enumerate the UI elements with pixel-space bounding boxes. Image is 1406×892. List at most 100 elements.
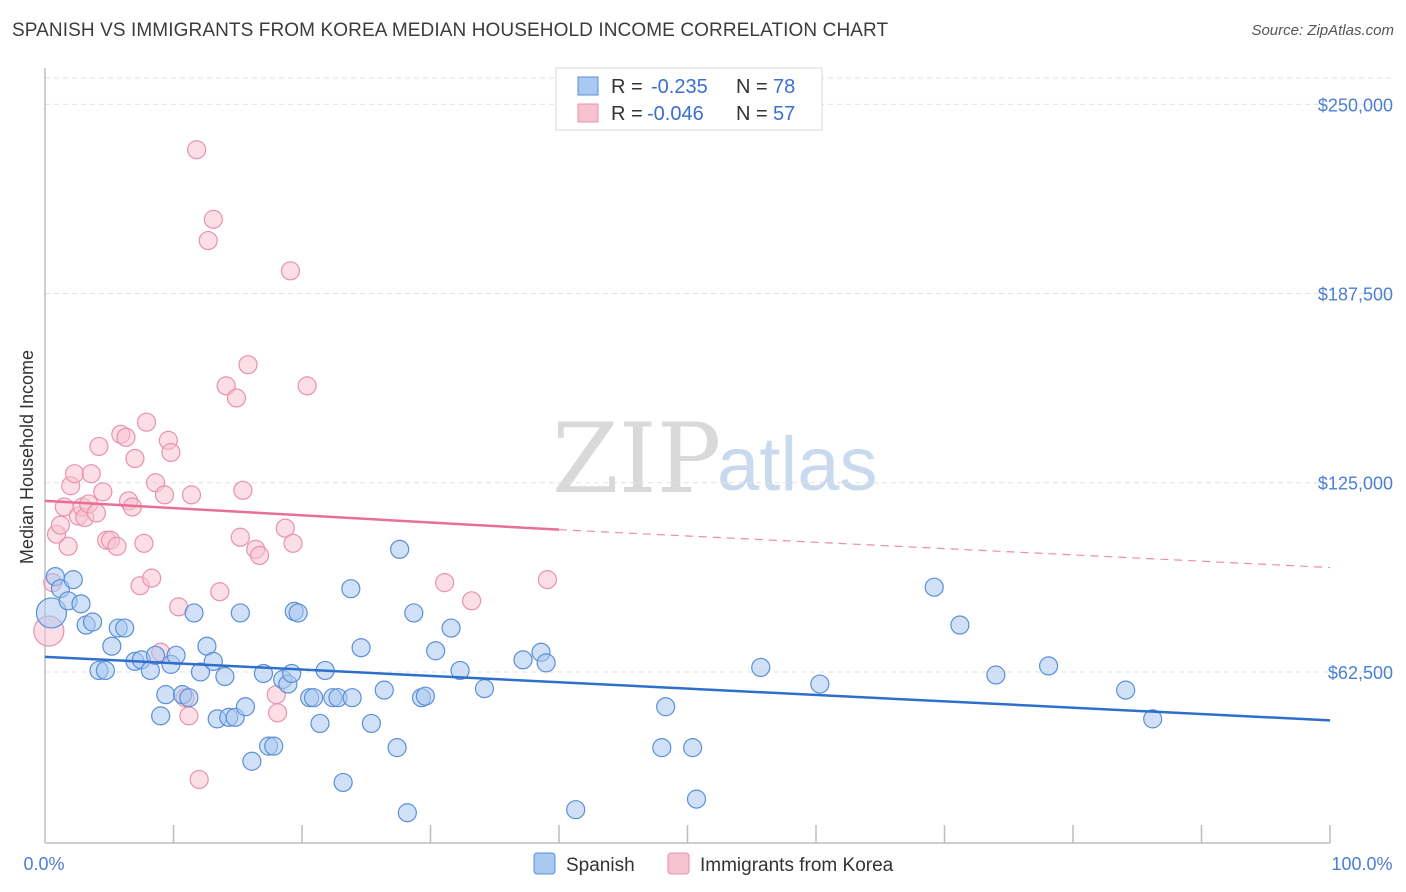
spanish-point <box>1116 680 1136 700</box>
y-tick-labels: $62,500 $125,000 $187,500 $250,000 <box>1318 95 1393 683</box>
spanish-point <box>404 603 424 623</box>
spanish-point <box>242 751 262 771</box>
spanish-point <box>179 688 199 708</box>
correlation-legend: R = -0.235 N = 78 R = -0.046 N = 57 <box>555 67 823 131</box>
spanish-point <box>230 603 250 623</box>
korea-point <box>161 442 181 463</box>
watermark-zip: ZIP <box>552 403 721 515</box>
spanish-point <box>203 651 223 671</box>
bottom-legend-label-korea: Immigrants from Korea <box>700 855 894 876</box>
spanish-point <box>282 663 302 684</box>
trend-line-korea-solid <box>44 499 560 531</box>
korea-point <box>210 582 230 602</box>
trend-line-korea-dashed <box>558 529 1331 569</box>
bottom-legend-label-spanish: Spanish <box>566 855 635 876</box>
spanish-point <box>235 697 256 717</box>
spanish-point <box>341 579 361 599</box>
korea-point <box>203 209 223 229</box>
spanish-point <box>1038 656 1059 676</box>
korea-point <box>189 769 209 790</box>
x-tick-label-max: 100.0% <box>1331 854 1392 874</box>
series-legend: Spanish Immigrants from Korea <box>533 852 894 876</box>
korea-point <box>280 261 301 281</box>
korea-point <box>267 703 288 723</box>
korea-point <box>50 515 71 535</box>
korea-point <box>238 355 258 375</box>
legend-n-value-korea: 57 <box>773 103 795 125</box>
spanish-point <box>156 685 176 705</box>
spanish-point <box>513 650 533 670</box>
watermark-atlas: atlas <box>717 422 878 507</box>
legend-n-label-korea: N = <box>736 103 768 125</box>
korea-point <box>142 568 162 588</box>
source-credit: Source: ZipAtlas.com <box>1251 22 1394 39</box>
bottom-legend-swatch-spanish <box>533 852 556 875</box>
spanish-point <box>656 697 676 717</box>
korea-point <box>462 591 482 611</box>
korea-point <box>297 376 317 396</box>
spanish-point <box>82 612 103 632</box>
korea-point <box>275 518 295 538</box>
spanish-point <box>310 713 330 734</box>
grid-lines <box>45 77 1395 673</box>
spanish-point <box>145 645 166 665</box>
korea-point <box>136 412 157 432</box>
series-spanish-points <box>35 539 1163 823</box>
korea-point <box>81 464 101 484</box>
legend-r-label-spanish: R = <box>611 76 643 98</box>
trend-lines <box>44 499 1331 722</box>
spanish-point <box>333 772 353 793</box>
korea-point <box>116 427 136 447</box>
spanish-point <box>397 803 417 823</box>
spanish-point <box>190 662 211 682</box>
korea-point <box>89 436 109 457</box>
korea-point <box>181 485 202 505</box>
spanish-point <box>810 674 830 694</box>
spanish-point <box>215 666 235 687</box>
spanish-point <box>151 706 171 726</box>
legend-n-label-spanish: N = <box>736 76 768 98</box>
watermark: ZIP atlas <box>552 403 878 515</box>
spanish-point <box>426 641 446 661</box>
legend-r-label-korea: R = <box>611 103 643 125</box>
korea-point <box>93 482 113 502</box>
korea-point <box>179 706 199 726</box>
bottom-legend-swatch-korea <box>667 852 690 875</box>
spanish-point <box>264 736 284 756</box>
spanish-point <box>652 738 672 758</box>
korea-point <box>537 570 558 590</box>
korea-point <box>230 527 250 547</box>
spanish-point <box>450 660 470 681</box>
korea-point <box>233 480 253 500</box>
x-tick-marks <box>172 825 1331 843</box>
spanish-point <box>184 603 204 623</box>
korea-point <box>86 503 107 523</box>
korea-point <box>134 533 154 553</box>
legend-swatch-spanish <box>577 76 599 96</box>
spanish-point <box>387 738 407 758</box>
spanish-point <box>686 789 707 809</box>
spanish-point <box>288 603 308 623</box>
legend-r-value-spanish: -0.235 <box>651 76 708 98</box>
spanish-point <box>1143 709 1163 729</box>
spanish-point <box>924 577 944 597</box>
y-tick-label-2: $187,500 <box>1318 285 1393 305</box>
y-tick-label-1: $125,000 <box>1318 474 1393 494</box>
spanish-point <box>342 688 362 708</box>
korea-point <box>107 536 127 556</box>
y-axis-label: Median Household Income <box>17 350 37 564</box>
spanish-point <box>71 594 91 614</box>
spanish-point <box>566 800 586 820</box>
korea-point <box>154 485 175 505</box>
legend-r-value-korea: -0.046 <box>647 103 704 125</box>
spanish-point <box>374 680 394 700</box>
korea-point <box>435 573 455 593</box>
korea-point <box>198 230 218 251</box>
legend-n-value-spanish: 78 <box>773 76 795 98</box>
y-tick-label-3: $250,000 <box>1318 95 1393 115</box>
x-tick-label-min: 0.0% <box>23 854 64 874</box>
spanish-point <box>303 688 324 708</box>
spanish-point <box>441 618 461 638</box>
spanish-point <box>63 570 83 590</box>
